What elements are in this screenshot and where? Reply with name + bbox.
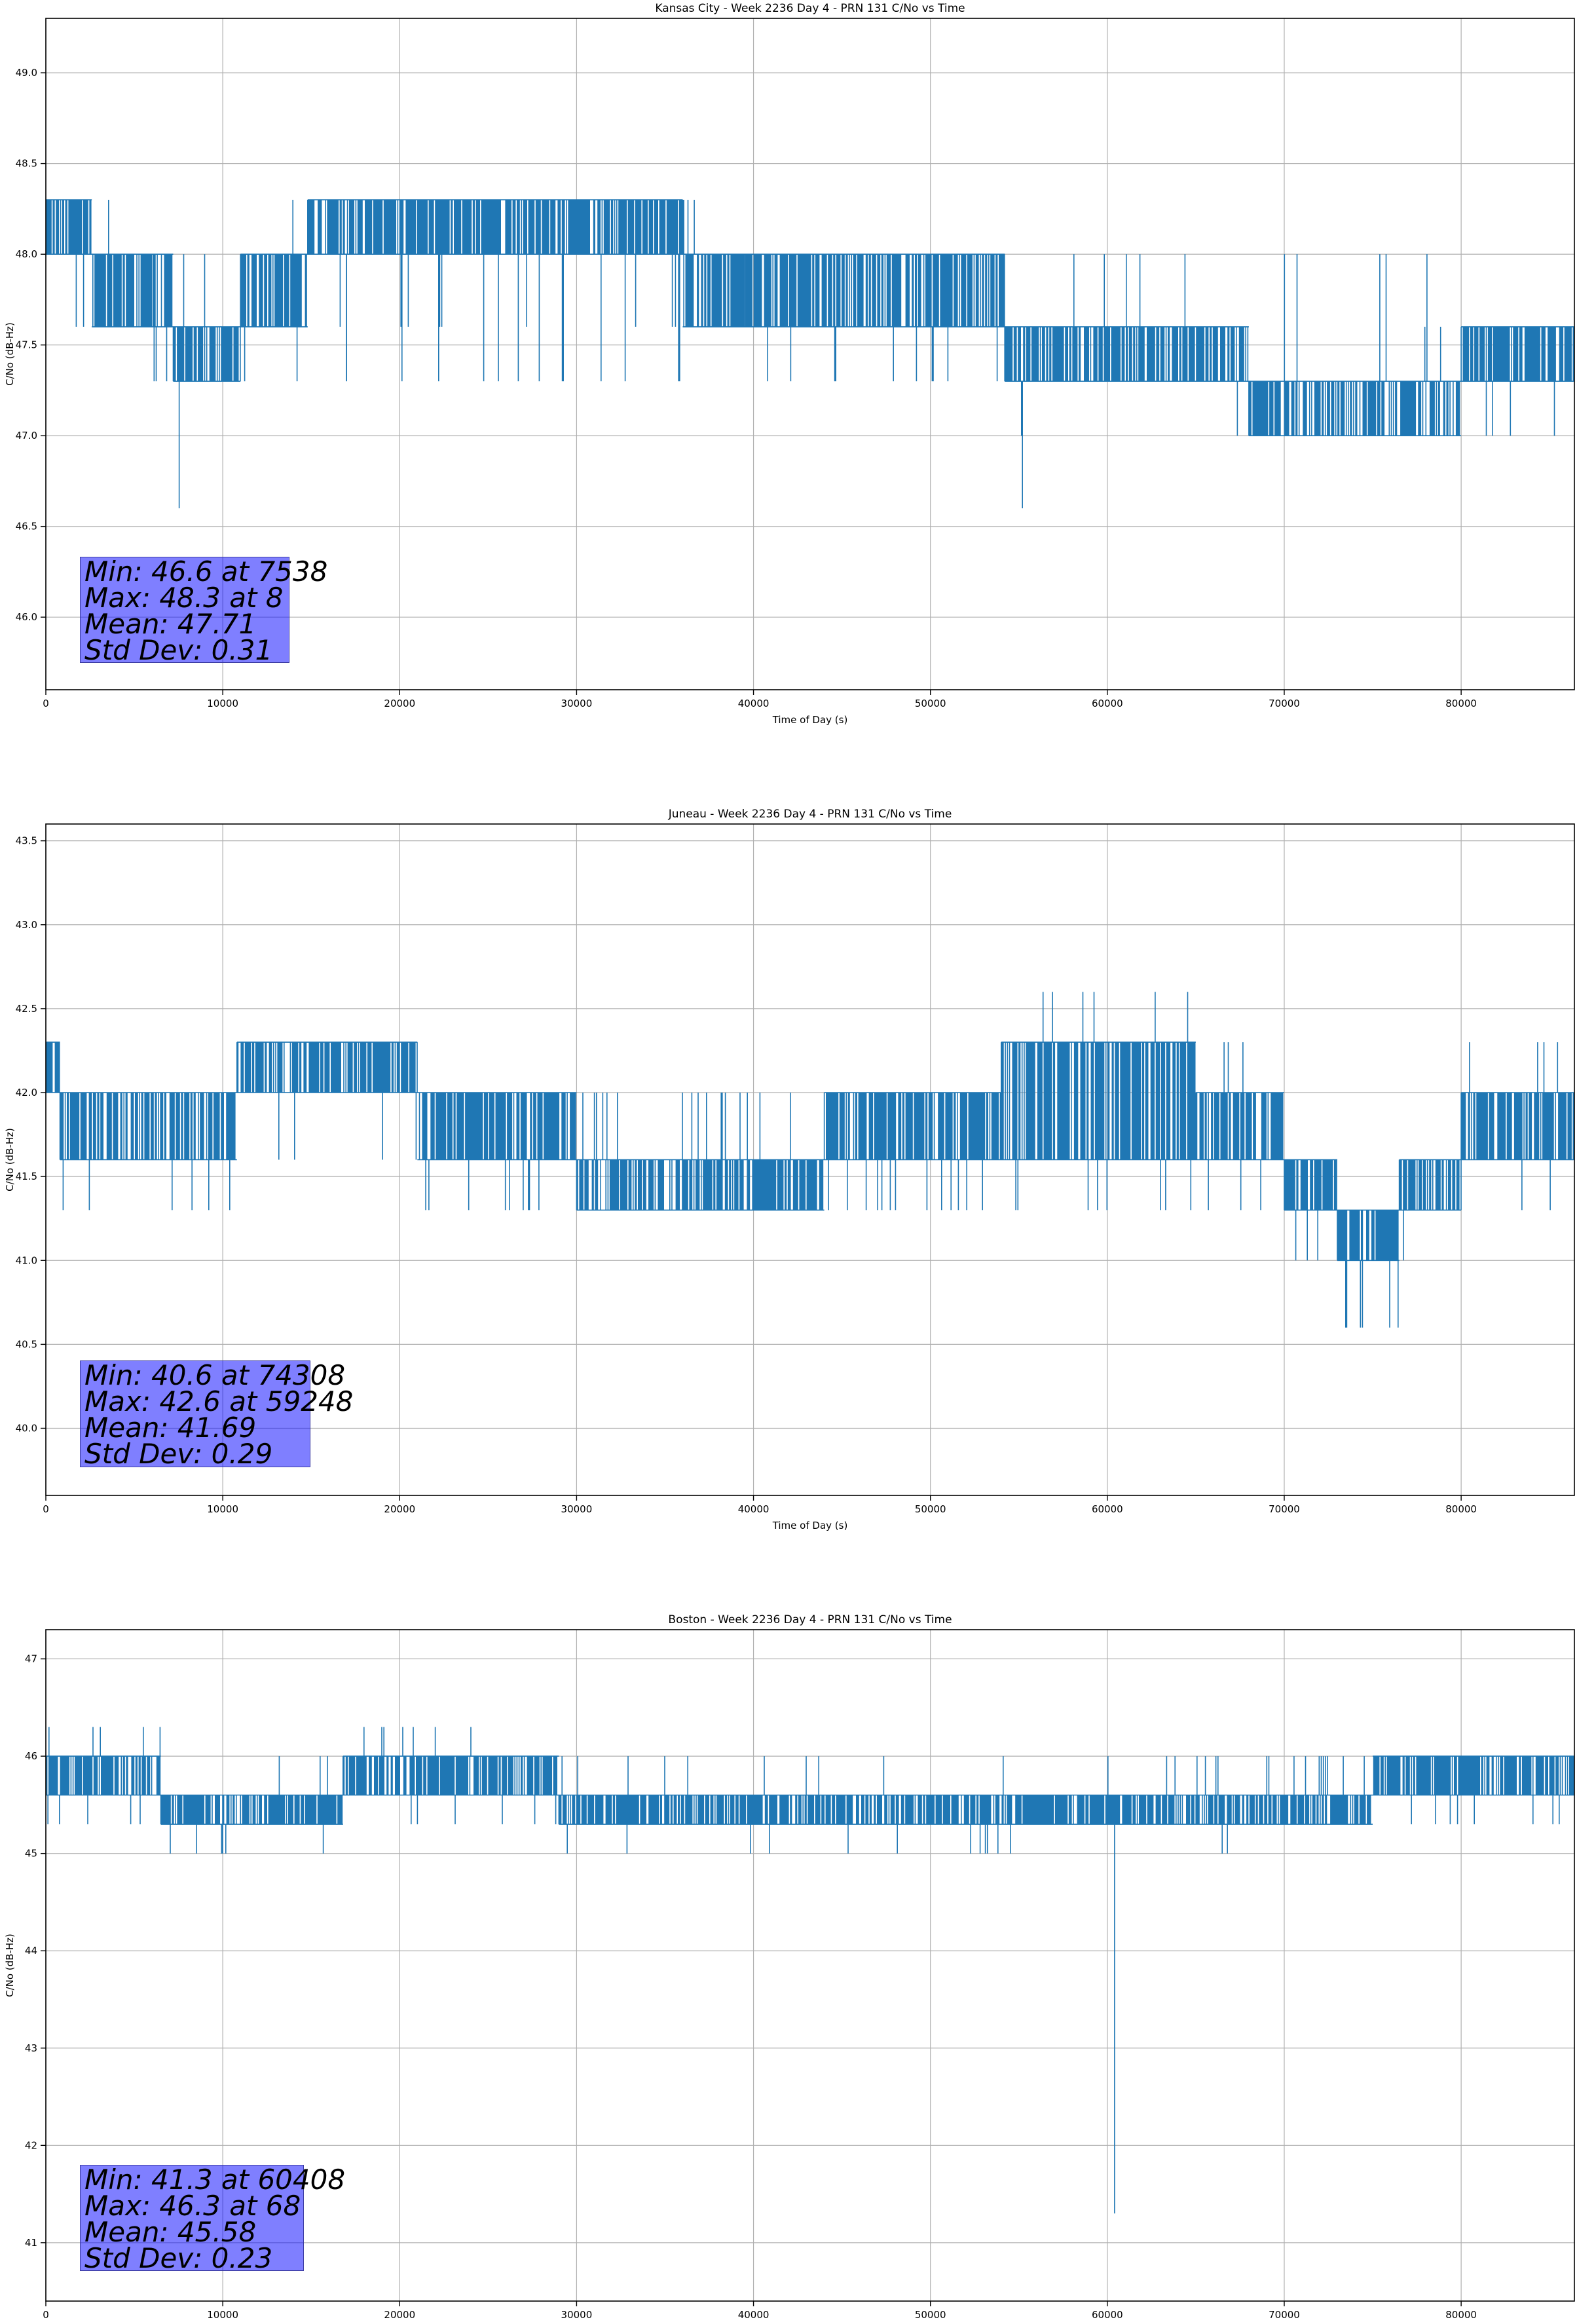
- x-tick-label: 0: [43, 2309, 49, 2321]
- x-tick-label: 30000: [561, 2309, 593, 2321]
- y-tick-label: 48.5: [16, 158, 37, 170]
- stats-std: Std Dev: 0.29: [84, 1438, 273, 1470]
- x-tick-label: 40000: [738, 2309, 770, 2321]
- y-tick-label: 47.5: [16, 339, 37, 351]
- cno-series-line: [46, 992, 1574, 1328]
- x-tick-label: 80000: [1445, 2309, 1477, 2321]
- x-tick-label: 60000: [1092, 1503, 1123, 1515]
- chart-title: Kansas City - Week 2236 Day 4 - PRN 131 …: [655, 2, 965, 15]
- x-tick-label: 20000: [384, 698, 415, 709]
- chart-panel-2: 0 10000 20000 30000 40000 50000 60000 70000 8000…: [4, 1613, 1575, 2321]
- cno-series-line: [46, 199, 1574, 508]
- y-tick-label: 40.0: [16, 1423, 37, 1434]
- x-tick-label: 30000: [561, 1503, 593, 1515]
- plot-frame: [45, 823, 1575, 1496]
- stats-min: Min: 41.3 at 60408: [84, 2164, 346, 2196]
- y-tick-label: 41.5: [16, 1171, 37, 1182]
- x-tick-label: 10000: [207, 698, 238, 709]
- y-tick-label: 43.5: [16, 835, 37, 847]
- plot-frame: [45, 18, 1575, 690]
- stats-mean: Mean: 41.69: [84, 1412, 257, 1444]
- y-tick-label: 42: [25, 2139, 37, 2151]
- x-tick-label: 50000: [915, 698, 946, 709]
- y-tick-label: 41.0: [16, 1254, 37, 1266]
- x-tick-label: 80000: [1445, 1503, 1477, 1515]
- x-tick-label: 20000: [384, 1503, 415, 1515]
- stats-max: Max: 42.6 at 59248: [84, 1385, 354, 1417]
- y-tick-label: 44: [25, 1945, 37, 1957]
- y-tick-label: 41: [25, 2237, 37, 2249]
- y-tick-label: 48.0: [16, 248, 37, 260]
- stats-std: Std Dev: 0.31: [84, 634, 273, 666]
- chart-panel-1: 0 10000 20000 30000 40000 50000 60000 70000 8000…: [4, 808, 1575, 1531]
- x-tick-label: 70000: [1269, 2309, 1300, 2321]
- x-tick-label: 30000: [561, 698, 593, 709]
- y-tick-label: 46.0: [16, 611, 37, 623]
- chart-title: Juneau - Week 2236 Day 4 - PRN 131 C/No …: [668, 808, 952, 821]
- x-tick-label: 60000: [1092, 698, 1123, 709]
- data-series-group: [46, 1727, 1574, 2214]
- y-axis-label: C/No (dB-Hz): [4, 322, 16, 386]
- x-tick-label: 50000: [915, 2309, 946, 2321]
- stats-max: Max: 48.3 at 8: [84, 582, 284, 614]
- stats-min: Min: 40.6 at 74308: [84, 1359, 346, 1391]
- stats-min: Min: 46.6 at 7538: [84, 555, 328, 588]
- y-tick-label: 47.0: [16, 430, 37, 441]
- y-tick-label: 49.0: [16, 67, 37, 79]
- y-tick-label: 47: [25, 1653, 37, 1665]
- y-tick-label: 42.0: [16, 1087, 37, 1098]
- x-tick-label: 10000: [207, 2309, 238, 2321]
- y-tick-label: 43: [25, 2042, 37, 2054]
- x-tick-label: 0: [43, 698, 49, 709]
- plot-frame: [45, 1629, 1575, 2302]
- x-tick-label: 40000: [738, 698, 770, 709]
- data-series-group: [46, 199, 1574, 508]
- x-axis-label: Time of Day (s): [772, 714, 848, 726]
- stats-mean: Mean: 45.58: [84, 2216, 257, 2248]
- chart-panel-0: 0 10000 20000 30000 40000 50000 60000 70000 8000…: [4, 2, 1575, 726]
- y-tick-label: 46.5: [16, 521, 37, 533]
- x-tick-label: 70000: [1269, 698, 1300, 709]
- x-tick-label: 0: [43, 1503, 49, 1515]
- stats-box-kansas-city: Min: 46.6 at 7538 Max: 48.3 at 8 Mean: 4…: [80, 555, 328, 666]
- y-axis-label: C/No (dB-Hz): [4, 1934, 16, 1997]
- y-tick-label: 40.5: [16, 1338, 37, 1350]
- x-tick-label: 20000: [384, 2309, 415, 2321]
- x-tick-label: 50000: [915, 1503, 946, 1515]
- data-series-group: [46, 992, 1574, 1328]
- x-tick-label: 60000: [1092, 2309, 1123, 2321]
- stats-box-juneau: Min: 40.6 at 74308 Max: 42.6 at 59248 Me…: [80, 1359, 354, 1470]
- x-tick-label: 80000: [1445, 698, 1477, 709]
- x-tick-label: 10000: [207, 1503, 238, 1515]
- x-axis-label: Time of Day (s): [772, 1520, 848, 1531]
- chart-title: Boston - Week 2236 Day 4 - PRN 131 C/No …: [668, 1613, 952, 1626]
- stats-mean: Mean: 47.71: [84, 608, 257, 640]
- stats-box-boston: Min: 41.3 at 60408 Max: 46.3 at 68 Mean:…: [80, 2164, 346, 2274]
- stats-std: Std Dev: 0.23: [84, 2242, 273, 2274]
- y-tick-label: 43.0: [16, 919, 37, 931]
- y-axis-label: C/No (dB-Hz): [4, 1128, 16, 1191]
- stats-max: Max: 46.3 at 68: [84, 2190, 301, 2222]
- cno-series-line: [46, 1727, 1574, 2214]
- x-tick-label: 70000: [1269, 1503, 1300, 1515]
- x-tick-label: 40000: [738, 1503, 770, 1515]
- y-tick-label: 42.5: [16, 1003, 37, 1015]
- y-tick-label: 45: [25, 1848, 37, 1860]
- y-tick-label: 46: [25, 1750, 37, 1762]
